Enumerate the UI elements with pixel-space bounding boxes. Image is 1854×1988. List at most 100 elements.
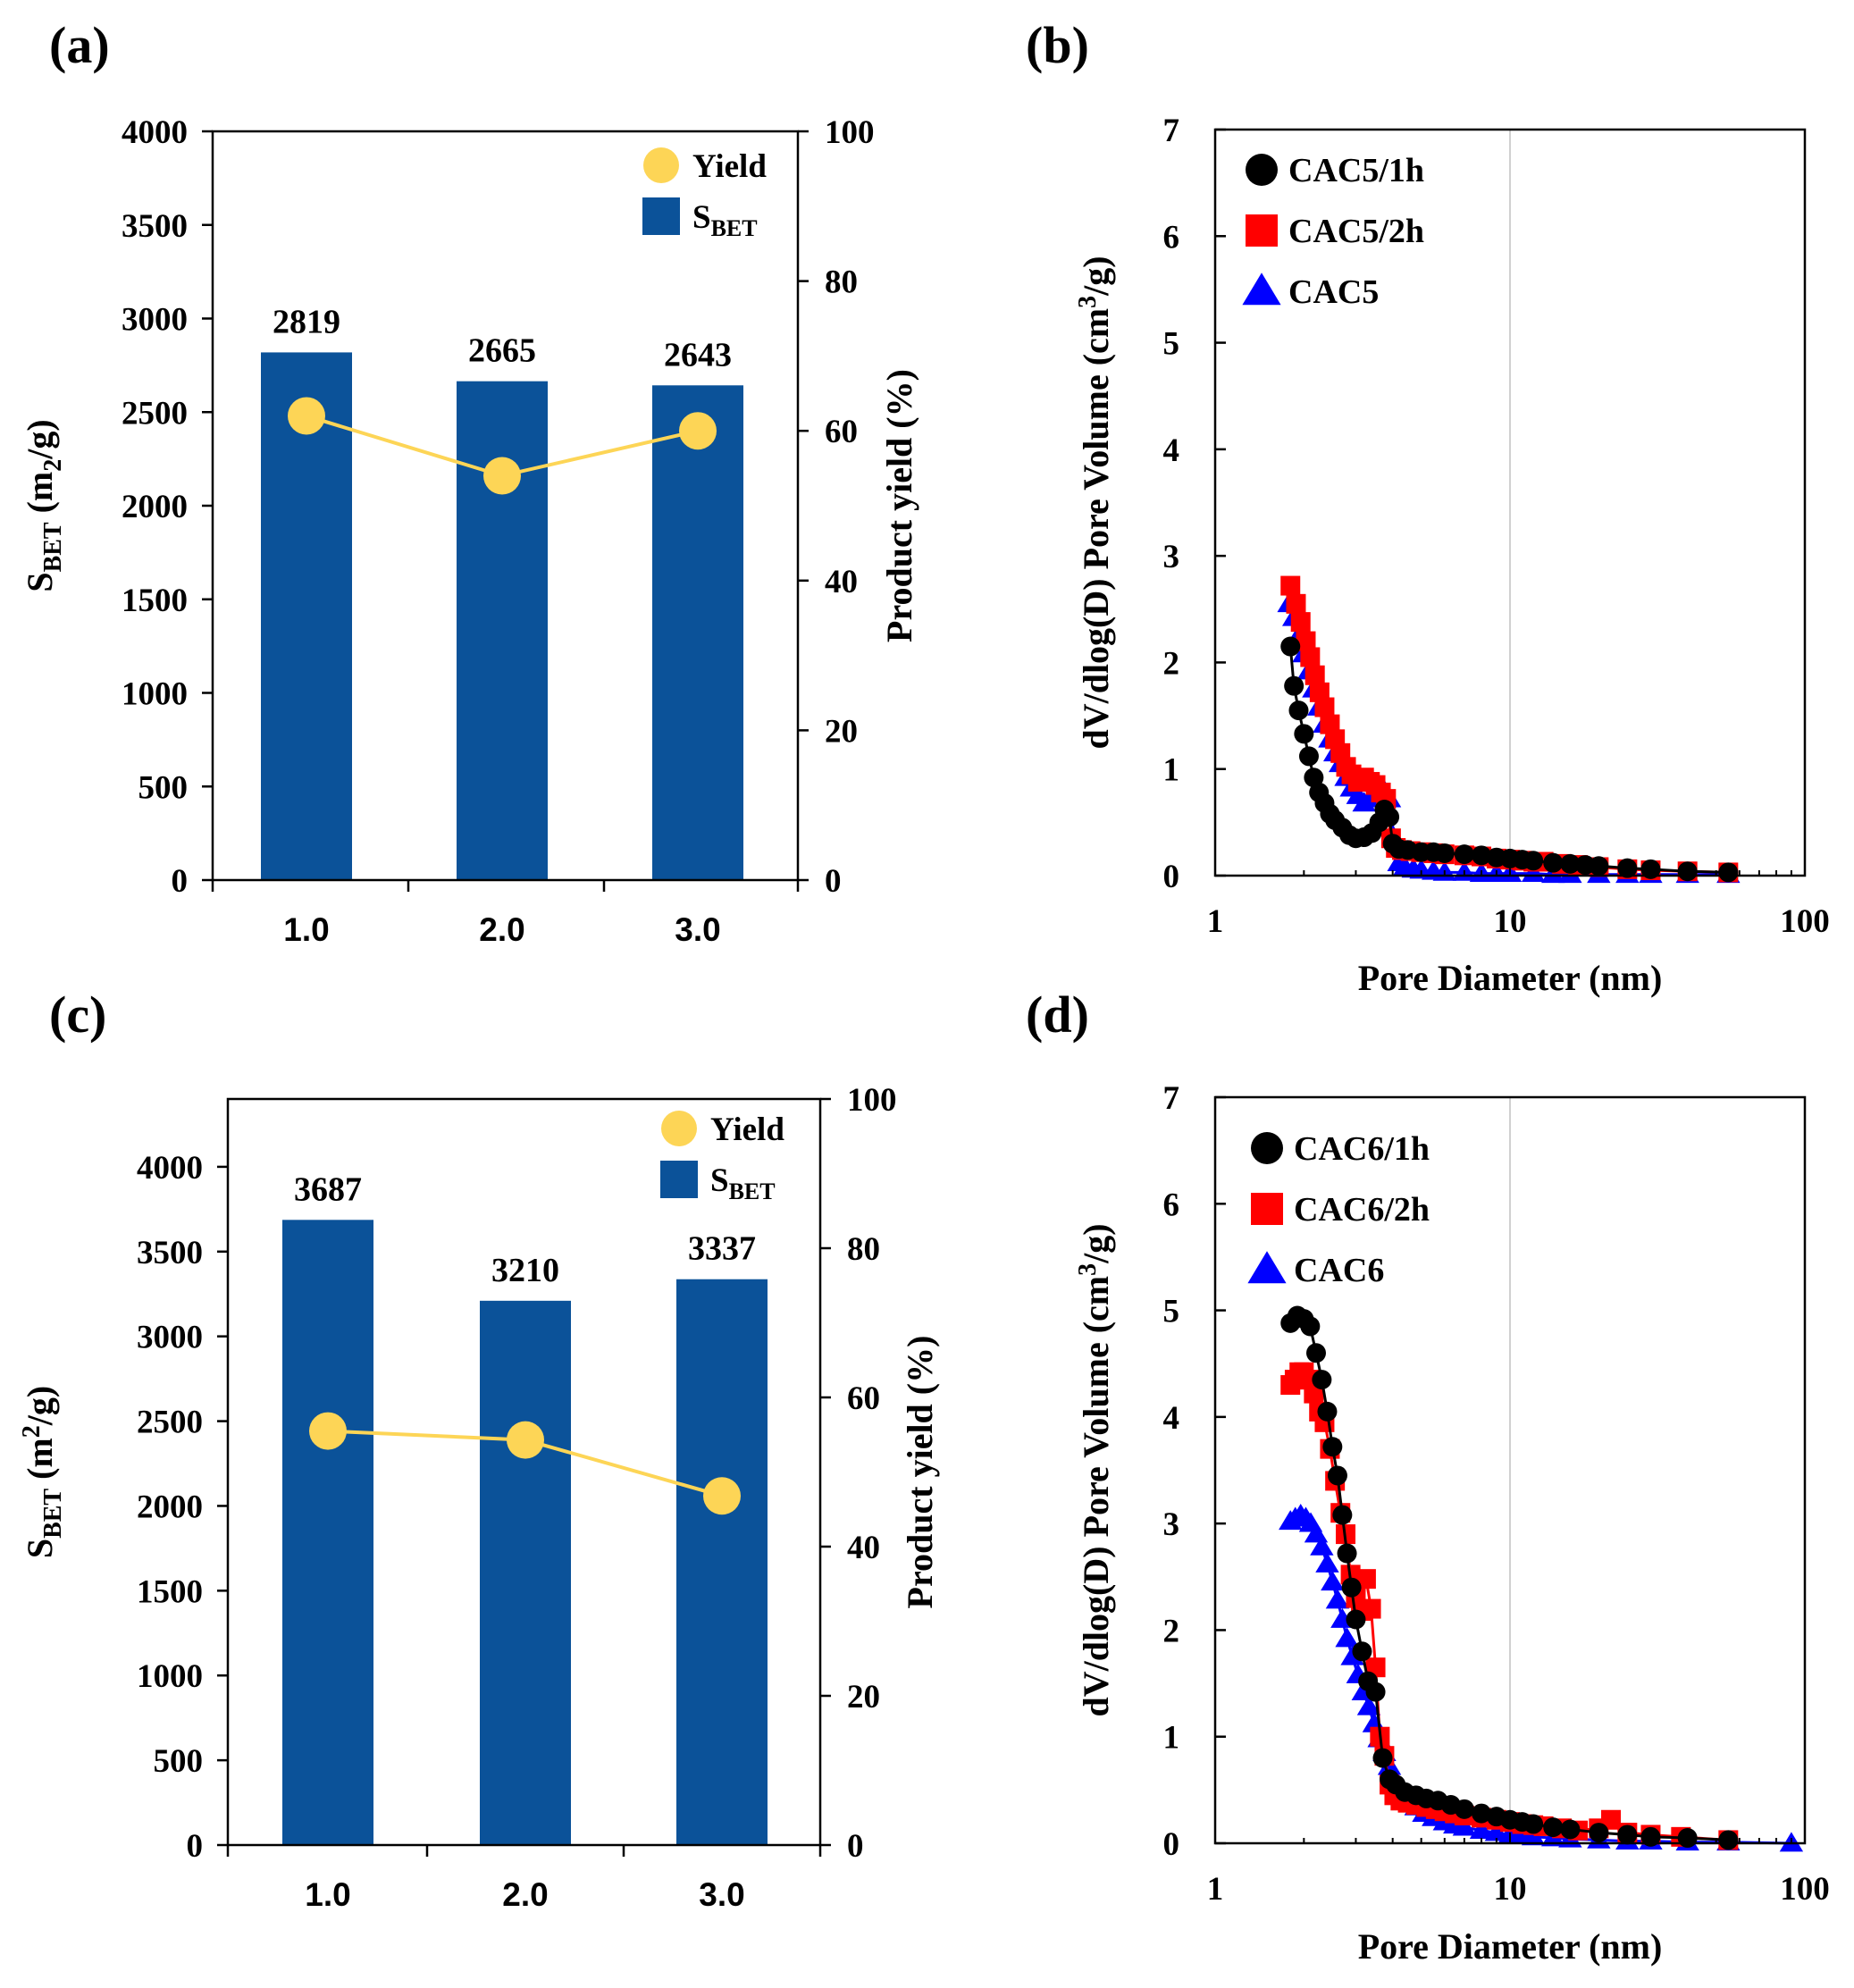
bar-1.0 xyxy=(282,1220,373,1845)
data-point-CAC6/1h xyxy=(1372,1748,1393,1768)
data-point-CAC6/1h xyxy=(1300,1316,1321,1337)
y-axis-label: SBET (m2/g) xyxy=(20,419,67,591)
y-tick-label: 3 xyxy=(1163,539,1180,575)
legend-yield-label: Yield xyxy=(710,1111,784,1148)
data-point-CAC5/1h xyxy=(1298,746,1319,767)
x-tick-label: 3.0 xyxy=(675,911,720,948)
legend-label-CAC5/1h: CAC5/1h xyxy=(1288,152,1424,189)
data-point-CAC6/2h xyxy=(1361,1598,1381,1619)
panel-d-label: (d) xyxy=(1026,986,1089,1044)
data-point-CAC5/2h xyxy=(1314,697,1335,717)
y-tick-label: 2 xyxy=(1163,645,1180,682)
legend-sbet-marker xyxy=(642,197,680,235)
data-point-CAC5/1h xyxy=(1280,636,1301,657)
y2-axis-label: Product yield (%) xyxy=(879,369,919,642)
y-tick-label: 4 xyxy=(1163,1400,1180,1437)
legend-marker-CAC6/1h xyxy=(1251,1132,1283,1164)
yield-point-1.0 xyxy=(309,1412,347,1450)
data-point-CAC5/1h xyxy=(1304,768,1324,788)
y2-tick-label: 60 xyxy=(847,1380,880,1417)
data-point-CAC5/2h xyxy=(1309,682,1330,702)
data-point-CAC5/1h xyxy=(1294,724,1314,744)
y2-tick-label: 80 xyxy=(847,1231,880,1268)
data-point-CAC6/1h xyxy=(1543,1817,1564,1838)
data-point-CAC6/2h xyxy=(1600,1809,1621,1830)
y2-tick-label: 20 xyxy=(825,713,858,750)
y-tick-label: 2500 xyxy=(137,1405,203,1441)
x-axis-label: Pore Diameter (nm) xyxy=(1358,1926,1663,1967)
x-tick-label: 1 xyxy=(1207,903,1224,940)
y-tick-label: 5 xyxy=(1163,326,1180,363)
yield-point-2.0 xyxy=(483,457,521,495)
y-tick-label: 0 xyxy=(187,1828,204,1865)
data-point-CAC6 xyxy=(1315,1552,1339,1573)
data-point-CAC6/1h xyxy=(1454,1799,1474,1819)
data-point-CAC6 xyxy=(1321,1571,1345,1591)
data-point-CAC6/1h xyxy=(1365,1682,1386,1702)
data-point-CAC6/1h xyxy=(1341,1577,1362,1598)
legend-marker-CAC5/2h xyxy=(1246,214,1278,247)
y2-tick-label: 60 xyxy=(825,414,858,450)
data-point-CAC5/2h xyxy=(1305,665,1325,685)
y-tick-label: 5 xyxy=(1163,1294,1180,1330)
yield-point-3.0 xyxy=(703,1477,741,1515)
data-point-CAC5/2h xyxy=(1320,714,1340,734)
y-axis-label: dV/dlog(D) Pore Volume (cm3/g) xyxy=(1074,1223,1116,1716)
x-tick-label: 10 xyxy=(1494,1871,1527,1908)
y-tick-label: 0 xyxy=(172,863,189,900)
y-tick-label: 7 xyxy=(1163,1080,1180,1117)
data-point-CAC5/1h xyxy=(1543,852,1564,873)
data-point-CAC5/1h xyxy=(1617,858,1638,878)
x-tick-label: 100 xyxy=(1780,903,1830,940)
bar-value-label: 2665 xyxy=(468,332,536,370)
data-point-CAC6 xyxy=(1310,1535,1334,1556)
y-tick-label: 4000 xyxy=(137,1150,203,1187)
bar-value-label: 3210 xyxy=(491,1252,559,1289)
x-tick-label: 2.0 xyxy=(502,1876,548,1913)
bar-value-label: 2819 xyxy=(273,303,340,340)
y2-tick-label: 80 xyxy=(825,264,858,301)
panel-c-plot-frame xyxy=(226,1097,822,1847)
data-point-CAC6/1h xyxy=(1640,1826,1661,1847)
legend-yield-marker xyxy=(661,1111,697,1146)
y-tick-label: 3000 xyxy=(137,1320,203,1356)
data-point-CAC5/2h xyxy=(1290,612,1311,633)
y2-axis-label: Product yield (%) xyxy=(900,1336,940,1609)
bar-value-label: 3337 xyxy=(688,1230,756,1268)
y-tick-label: 2 xyxy=(1163,1613,1180,1649)
y-tick-label: 3500 xyxy=(122,208,188,245)
data-point-CAC5/1h xyxy=(1472,845,1492,866)
data-point-CAC6/1h xyxy=(1312,1370,1332,1390)
bar-2.0 xyxy=(457,381,548,880)
data-point-CAC6 xyxy=(1356,1695,1381,1715)
bar-value-label: 3687 xyxy=(294,1170,362,1208)
y-tick-label: 1 xyxy=(1163,1720,1180,1757)
legend-sbet-marker xyxy=(660,1161,698,1198)
data-point-CAC5/1h xyxy=(1434,843,1455,863)
y2-tick-label: 40 xyxy=(825,564,858,600)
data-point-CAC6/1h xyxy=(1589,1823,1609,1843)
data-point-CAC6 xyxy=(1335,1627,1359,1648)
y-tick-label: 2000 xyxy=(137,1489,203,1525)
legend-sbet-label: SBET xyxy=(692,199,758,241)
data-point-CAC5/1h xyxy=(1380,807,1400,827)
data-point-CAC6 xyxy=(1521,1825,1546,1846)
legend-label-CAC5: CAC5 xyxy=(1288,273,1379,311)
y2-tick-label: 0 xyxy=(847,1828,864,1865)
data-point-CAC6/1h xyxy=(1322,1437,1343,1457)
yield-point-3.0 xyxy=(679,412,717,450)
legend-marker-CAC6/2h xyxy=(1251,1193,1283,1225)
y-tick-label: 500 xyxy=(138,769,189,806)
data-point-CAC6/1h xyxy=(1327,1465,1347,1486)
legend-marker-CAC5 xyxy=(1242,273,1281,306)
legend-yield-marker xyxy=(643,147,679,183)
panel-c: (c)3687321033370500100015002000250030003… xyxy=(18,986,940,1913)
data-point-CAC5/1h xyxy=(1288,700,1309,721)
y-tick-label: 1 xyxy=(1163,752,1180,789)
y-tick-label: 1000 xyxy=(137,1658,203,1695)
y-tick-label: 1500 xyxy=(122,583,188,619)
data-point-CAC6/1h xyxy=(1305,1343,1326,1363)
